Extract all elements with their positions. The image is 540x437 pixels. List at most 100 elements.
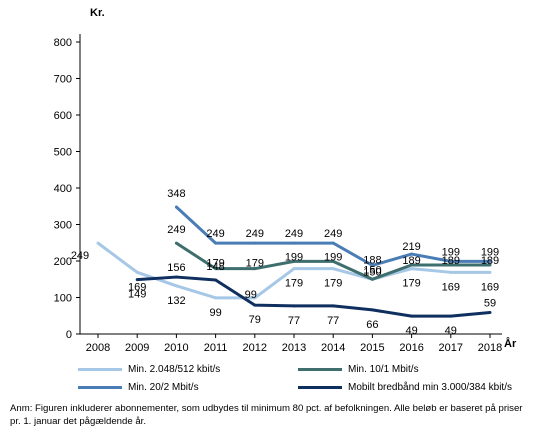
legend-swatch-series-3 <box>78 386 122 389</box>
y-tick-label-400: 400 <box>54 183 72 195</box>
data-label-series-3-2013: 249 <box>285 228 303 240</box>
data-label-series-1-2016: 179 <box>402 278 420 290</box>
data-label-series-2-2013: 199 <box>285 251 303 263</box>
x-tick-label-2015: 2015 <box>360 342 384 354</box>
data-point-series-4-2015 <box>370 308 374 312</box>
legend-item-series-1: Min. 2.048/512 kbit/s <box>78 364 220 375</box>
data-point-series-2-2014 <box>331 259 335 263</box>
data-point-series-3-2015 <box>370 263 374 267</box>
legend-item-series-3: Min. 20/2 Mbit/s <box>78 382 199 393</box>
y-tick-label-300: 300 <box>54 220 72 232</box>
data-label-series-3-2011: 249 <box>206 228 224 240</box>
data-label-series-1-2014: 179 <box>324 278 342 290</box>
data-label-series-3-2015: 188 <box>363 254 381 266</box>
data-label-series-4-2018: 59 <box>484 297 496 309</box>
data-label-series-3-2012: 249 <box>246 228 264 240</box>
data-point-series-4-2018 <box>488 310 492 314</box>
x-tick-label-2010: 2010 <box>164 342 188 354</box>
data-point-series-2-2017 <box>449 263 453 267</box>
data-label-series-4-2010: 156 <box>167 262 185 274</box>
x-tick-label-2016: 2016 <box>399 342 423 354</box>
line-chart: 0 100 200 300 400 500 600 700 800 2008 2009 2010 201… <box>54 7 517 354</box>
y-tick-label-0: 0 <box>66 329 72 341</box>
data-label-series-1-2009: 169 <box>128 281 146 293</box>
data-point-series-3-2013 <box>292 241 296 245</box>
y-tick-label-200: 200 <box>54 256 72 268</box>
data-label-series-2-2014: 199 <box>324 251 342 263</box>
y-axis-title: Kr. <box>90 7 105 19</box>
legend-label-series-4: Mobilt bredbånd min 3.000/384 kbit/s <box>348 382 512 393</box>
figure-note: Anm: Figuren inkluderer abonnementer, so… <box>10 403 523 427</box>
data-label-series-4-2009: 149 <box>128 289 146 301</box>
x-tick-label-2018: 2018 <box>478 342 502 354</box>
data-label-series-4-2017: 49 <box>445 325 457 337</box>
data-point-series-2-2018 <box>488 263 492 267</box>
data-label-series-2-2011: 179 <box>206 258 224 270</box>
legend-item-series-2: Min. 10/1 Mbit/s <box>298 364 419 375</box>
data-point-series-3-2012 <box>253 241 257 245</box>
data-label-series-4-2011: 148 <box>206 261 224 273</box>
legend-label-series-2: Min. 10/1 Mbit/s <box>348 364 419 375</box>
data-point-series-1-2008 <box>96 241 100 245</box>
data-label-series-4-2012: 79 <box>249 314 261 326</box>
data-point-series-4-2010 <box>174 275 178 279</box>
data-point-series-1-2018 <box>488 270 492 274</box>
data-point-series-1-2011 <box>214 296 218 300</box>
data-point-series-3-2014 <box>331 241 335 245</box>
data-label-series-1-2010: 132 <box>167 295 185 307</box>
data-label-series-2-2012: 179 <box>246 258 264 270</box>
data-label-series-1-2017: 169 <box>442 281 460 293</box>
data-label-series-3-2018: 199 <box>481 246 499 258</box>
x-tick-label-2009: 2009 <box>125 342 149 354</box>
data-label-series-2-2018: 189 <box>481 255 499 267</box>
data-point-series-1-2012 <box>253 296 257 300</box>
data-point-series-4-2012 <box>253 303 257 307</box>
data-label-series-2-2017: 189 <box>442 255 460 267</box>
chart-legend: Min. 2.048/512 kbit/s Min. 10/1 Mbit/s M… <box>0 358 540 398</box>
y-tick-label-100: 100 <box>54 293 72 305</box>
data-point-series-1-2016 <box>410 267 414 271</box>
data-point-series-1-2009 <box>135 270 139 274</box>
data-label-series-4-2014: 77 <box>327 315 339 327</box>
data-point-series-3-2018 <box>488 259 492 263</box>
x-tick-label-2014: 2014 <box>321 342 345 354</box>
data-label-series-1-2018: 169 <box>481 281 499 293</box>
data-point-series-1-2010 <box>174 284 178 288</box>
legend-swatch-series-2 <box>298 368 342 371</box>
data-label-series-4-2013: 77 <box>288 315 300 327</box>
data-point-series-2-2010 <box>174 241 178 245</box>
data-label-series-2-2015: 150 <box>363 266 381 278</box>
legend-item-series-4: Mobilt bredbånd min 3.000/384 kbit/s <box>298 382 512 393</box>
data-point-series-3-2016 <box>410 252 414 256</box>
data-label-series-1-2015: 150 <box>363 264 381 276</box>
y-tick-label-800: 800 <box>54 37 72 49</box>
data-label-series-1-2011: 99 <box>209 307 221 319</box>
data-point-series-1-2013 <box>292 267 296 271</box>
data-point-series-2-2015 <box>370 277 374 281</box>
data-label-series-1-2012: 99 <box>245 289 257 301</box>
data-label-series-4-2016: 49 <box>405 325 417 337</box>
x-tick-label-2011: 2011 <box>204 342 228 354</box>
data-point-series-3-2017 <box>449 259 453 263</box>
series-line-4 <box>137 275 491 318</box>
data-point-series-4-2014 <box>331 304 335 308</box>
data-point-series-4-2016 <box>410 314 414 318</box>
data-label-series-3-2016: 219 <box>402 241 420 253</box>
data-point-series-2-2013 <box>292 259 296 263</box>
chart-data-labels: 249 169 132 99 99 179 179 150 179 169 169 249 179 179… <box>71 188 499 337</box>
data-label-series-4-2015: 66 <box>366 319 378 331</box>
data-point-series-2-2012 <box>253 267 257 271</box>
data-point-series-3-2011 <box>214 241 218 245</box>
x-tick-label-2017: 2017 <box>439 342 463 354</box>
chart-axes: 0 100 200 300 400 500 600 700 800 2008 2009 2010 201… <box>54 7 517 354</box>
data-label-series-3-2014: 249 <box>324 228 342 240</box>
data-label-series-2-2010: 249 <box>167 224 185 236</box>
data-point-series-4-2009 <box>135 278 139 282</box>
data-label-series-1-2008: 249 <box>71 250 89 262</box>
x-tick-label-2013: 2013 <box>282 342 306 354</box>
data-label-series-3-2017: 199 <box>442 246 460 258</box>
data-point-series-2-2016 <box>410 263 414 267</box>
x-tick-label-2012: 2012 <box>243 342 267 354</box>
data-point-series-1-2014 <box>331 267 335 271</box>
x-axis-title: År <box>504 337 517 350</box>
